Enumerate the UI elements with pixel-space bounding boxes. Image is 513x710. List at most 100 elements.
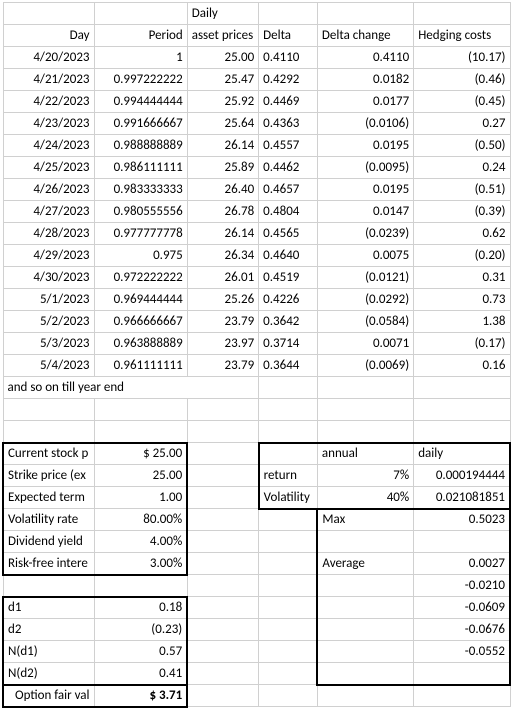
cell-period: 0.963888889 [94, 333, 187, 355]
cell-delta: 0.3714 [259, 333, 318, 355]
cell-price: 26.14 [187, 135, 258, 157]
cell-delta: 0.4292 [259, 69, 318, 91]
cell-day: 4/26/2023 [3, 179, 94, 201]
cell-dchg: 0.0071 [317, 333, 413, 355]
cell-dchg: 0.0147 [317, 201, 413, 223]
cell-price: 23.79 [187, 311, 258, 333]
cell-day: 4/24/2023 [3, 135, 94, 157]
val-term: 1.00 [94, 487, 187, 509]
cell-delta: 0.4363 [259, 113, 318, 135]
cell-delta: 0.3644 [259, 355, 318, 377]
cell-delta: 0.4110 [259, 47, 318, 69]
lbl-strike: Strike price (ex [3, 465, 94, 487]
val-svol-d: 0.021081851 [414, 487, 510, 509]
cell-period: 0.983333333 [94, 179, 187, 201]
cell-day: 4/27/2023 [3, 201, 94, 223]
lbl-daily: daily [414, 443, 510, 465]
cell-hedge: (0.17) [414, 333, 510, 355]
cell-dchg: (0.0239) [317, 223, 413, 245]
cell-period: 0.966666667 [94, 311, 187, 333]
hdr-daily: Daily [187, 3, 258, 25]
cell-period: 0.972222222 [94, 267, 187, 289]
cell-price: 25.92 [187, 91, 258, 113]
cell-day: 4/22/2023 [3, 91, 94, 113]
val-d2: (0.23) [94, 619, 187, 641]
hdr-hedge: Hedging costs [414, 25, 510, 47]
cell-hedge: 0.62 [414, 223, 510, 245]
cell-price: 25.47 [187, 69, 258, 91]
cell-hedge: 0.73 [414, 289, 510, 311]
val-nd1: 0.57 [94, 641, 187, 663]
cell-delta: 0.4519 [259, 267, 318, 289]
cell-period: 0.994444444 [94, 91, 187, 113]
cell-day: 4/20/2023 [3, 47, 94, 69]
cell-day: 4/28/2023 [3, 223, 94, 245]
cell-period: 1 [94, 47, 187, 69]
cell-delta: 0.4565 [259, 223, 318, 245]
cell-delta: 0.4462 [259, 157, 318, 179]
cell-price: 26.78 [187, 201, 258, 223]
note: and so on till year end [3, 377, 259, 399]
cell-dchg: (0.0292) [317, 289, 413, 311]
lbl-stock: Current stock p [3, 443, 94, 465]
lbl-svol: Volatility [259, 487, 318, 509]
val-ex1: -0.0609 [414, 597, 510, 619]
cell-delta: 0.4640 [259, 245, 318, 267]
cell-dchg: 0.0182 [317, 69, 413, 91]
cell-period: 0.977777778 [94, 223, 187, 245]
cell-dchg: 0.0195 [317, 179, 413, 201]
val-div: 4.00% [94, 531, 187, 553]
lbl-d1: d1 [3, 597, 94, 619]
val-avg: 0.0027 [414, 553, 510, 575]
cell-hedge: (0.39) [414, 201, 510, 223]
cell-hedge: (0.46) [414, 69, 510, 91]
cell-price: 25.00 [187, 47, 258, 69]
val-d1: 0.18 [94, 597, 187, 619]
cell-hedge: (0.20) [414, 245, 510, 267]
cell-price: 25.89 [187, 157, 258, 179]
cell-day: 5/1/2023 [3, 289, 94, 311]
lbl-term: Expected term [3, 487, 94, 509]
cell-delta: 0.4804 [259, 201, 318, 223]
cell-delta: 0.4469 [259, 91, 318, 113]
cell-hedge: 1.38 [414, 311, 510, 333]
cell-period: 0.980555556 [94, 201, 187, 223]
cell-hedge: (0.45) [414, 91, 510, 113]
cell-hedge: (10.17) [414, 47, 510, 69]
val-fair: $ 3.71 [94, 685, 187, 707]
cell-day: 5/4/2023 [3, 355, 94, 377]
cell-dchg: 0.4110 [317, 47, 413, 69]
cell-hedge: 0.16 [414, 355, 510, 377]
lbl-return: return [259, 465, 318, 487]
val-rf: 3.00% [94, 553, 187, 575]
val-strike: 25.00 [94, 465, 187, 487]
cell-period: 0.975 [94, 245, 187, 267]
cell-day: 5/2/2023 [3, 311, 94, 333]
cell-dchg: (0.0121) [317, 267, 413, 289]
hdr-delta: Delta [259, 25, 318, 47]
hdr-asset: asset prices [187, 25, 258, 47]
cell-delta: 0.4657 [259, 179, 318, 201]
cell-hedge: (0.50) [414, 135, 510, 157]
cell-dchg: 0.0195 [317, 135, 413, 157]
val-stock: $ 25.00 [94, 443, 187, 465]
cell-price: 23.97 [187, 333, 258, 355]
cell-period: 0.991666667 [94, 113, 187, 135]
cell-day: 4/29/2023 [3, 245, 94, 267]
cell-dchg: (0.0584) [317, 311, 413, 333]
cell-hedge: 0.27 [414, 113, 510, 135]
cell-period: 0.961111111 [94, 355, 187, 377]
cell-day: 5/3/2023 [3, 333, 94, 355]
val-svol-a: 40% [317, 487, 413, 509]
cell-price: 25.64 [187, 113, 258, 135]
cell-price: 26.34 [187, 245, 258, 267]
cell-price: 26.40 [187, 179, 258, 201]
hdr-day: Day [3, 25, 94, 47]
lbl-max: Max [317, 509, 413, 531]
lbl-vol: Volatility rate [3, 509, 94, 531]
cell-hedge: 0.31 [414, 267, 510, 289]
cell-period: 0.986111111 [94, 157, 187, 179]
lbl-nd2: N(d2) [3, 663, 94, 685]
val-return-d: 0.000194444 [414, 465, 510, 487]
cell-day: 4/23/2023 [3, 113, 94, 135]
